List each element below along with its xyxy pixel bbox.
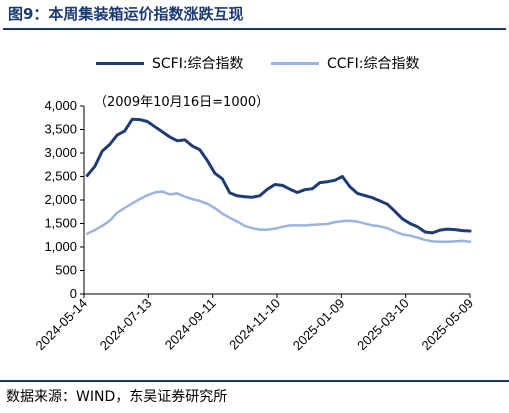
y-tick-label: 1,000 — [44, 239, 77, 254]
figure-title: 图9：本周集装箱运价指数涨跌互现 — [3, 0, 506, 30]
x-tick-label: 2024-07-13 — [97, 296, 155, 354]
y-tick-label: 1,500 — [44, 216, 77, 231]
x-tick-label: 2024-11-10 — [226, 296, 283, 353]
y-tick-label: 2,000 — [44, 192, 77, 207]
y-tick-label: 4,000 — [44, 98, 77, 113]
line-chart: 0 500 1,000 1,500 2,000 2,500 3,000 3,500 4,000 2… — [32, 95, 476, 353]
x-tick-label: 2024-09-11 — [162, 296, 219, 353]
legend-item-scfi: SCFI:综合指数 — [96, 52, 244, 74]
legend: SCFI:综合指数 CCFI:综合指数 — [0, 52, 509, 74]
y-tick-label: 0 — [70, 286, 77, 301]
legend-swatch-ccfi — [271, 61, 319, 65]
legend-label-scfi: SCFI:综合指数 — [152, 56, 244, 72]
legend-item-ccfi: CCFI:综合指数 — [271, 52, 419, 74]
series-line-scfi — [85, 117, 472, 235]
y-tick-label: 3,500 — [44, 122, 77, 137]
legend-label-ccfi: CCFI:综合指数 — [327, 56, 420, 72]
chart-note: （2009年10月16日=1000） — [94, 95, 269, 110]
legend-swatch-scfi — [96, 61, 144, 65]
x-tick-label: 2025-05-09 — [418, 296, 476, 354]
x-tick-label: 2024-05-14 — [32, 296, 90, 354]
series-layer — [85, 117, 472, 244]
y-tick-label: 2,500 — [44, 169, 77, 184]
source-text: 数据来源：WIND，东吴证券研究所 — [6, 389, 228, 405]
series-line-ccfi — [85, 190, 472, 244]
y-tick-label: 3,000 — [44, 145, 77, 160]
axes: 0 500 1,000 1,500 2,000 2,500 3,000 3,500 4,000 2… — [32, 98, 476, 353]
x-tick-label: 2025-03-10 — [354, 296, 412, 354]
footer: 数据来源：WIND，东吴证券研究所 — [0, 380, 509, 413]
x-tick-label: 2025-01-09 — [290, 296, 348, 354]
y-tick-label: 500 — [55, 263, 77, 278]
